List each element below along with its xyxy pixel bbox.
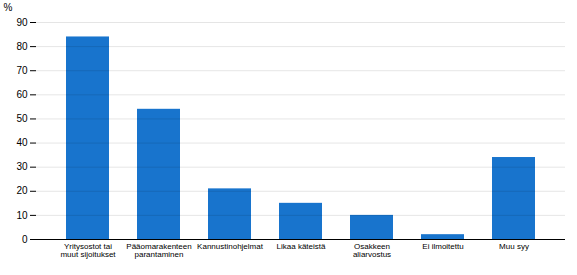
svg-text:30: 30 (16, 161, 28, 172)
svg-text:Likaa käteistä: Likaa käteistä (277, 242, 326, 251)
svg-text:60: 60 (16, 89, 28, 100)
svg-text:%: % (4, 2, 13, 13)
svg-text:Muu syy: Muu syy (499, 242, 529, 251)
svg-text:Yritysostot taimuut sijoitukse: Yritysostot taimuut sijoitukset (60, 242, 116, 259)
svg-text:20: 20 (16, 185, 28, 196)
svg-text:40: 40 (16, 137, 28, 148)
svg-text:Ei ilmoitettu: Ei ilmoitettu (422, 242, 463, 251)
svg-text:10: 10 (16, 210, 28, 221)
svg-text:90: 90 (16, 17, 28, 28)
svg-text:Kannustinohjelmat: Kannustinohjelmat (197, 242, 264, 251)
svg-text:Osakkeenaliarvostus: Osakkeenaliarvostus (353, 242, 391, 259)
svg-text:80: 80 (16, 41, 28, 52)
svg-text:50: 50 (16, 113, 28, 124)
svg-text:0: 0 (22, 234, 28, 245)
svg-text:Pääomarakenteenparantaminen: Pääomarakenteenparantaminen (126, 242, 191, 259)
svg-text:70: 70 (16, 65, 28, 76)
